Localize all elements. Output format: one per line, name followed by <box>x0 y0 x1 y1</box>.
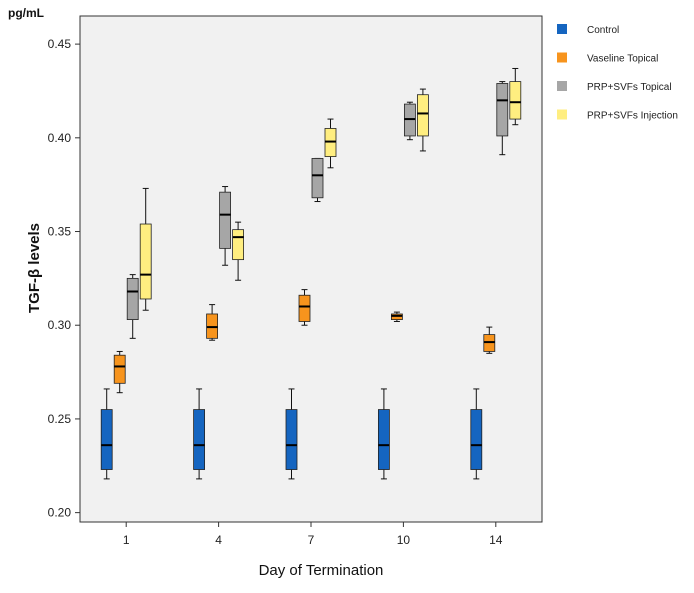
box-prp-svfs-topical-day-7 <box>311 157 324 203</box>
box-vaseline-topical-day-4 <box>206 304 219 341</box>
iqr-box <box>100 409 113 470</box>
y-axis-title: TGF-β levels <box>26 223 43 313</box>
box-prp-svfs-injection-day-7 <box>324 118 337 169</box>
box-prp-svfs-injection-day-14 <box>509 67 522 126</box>
y-tick-label: 0.30 <box>48 318 72 332</box>
box-prp-svfs-topical-day-14 <box>496 81 509 156</box>
x-tick-label: 1 <box>123 533 130 547</box>
legend-item: PRP+SVFs Injection <box>557 109 678 122</box>
legend-item: Vaseline Topical <box>557 52 658 65</box>
iqr-box <box>496 83 509 137</box>
legend-swatch <box>557 109 567 120</box>
iqr-box <box>126 277 139 320</box>
iqr-box <box>298 294 311 322</box>
x-tick-label: 7 <box>308 533 315 547</box>
iqr-box <box>285 409 298 470</box>
legend-label: Vaseline Topical <box>587 54 658 65</box>
box-control-day-7 <box>285 388 298 480</box>
x-tick-label: 10 <box>397 533 411 547</box>
y-tick-label: 0.25 <box>48 412 72 426</box>
box-control-day-4 <box>193 388 206 480</box>
y-unit-label: pg/mL <box>8 6 44 20</box>
legend-label: PRP+SVFs Injection <box>587 111 678 122</box>
x-axis-title: Day of Termination <box>259 562 384 579</box>
x-tick-label: 4 <box>215 533 222 547</box>
box-prp-svfs-injection-day-4 <box>232 221 245 281</box>
box-vaseline-topical-day-14 <box>483 326 496 354</box>
box-vaseline-topical-day-1 <box>113 350 126 394</box>
y-tick-label: 0.20 <box>48 506 72 520</box>
box-vaseline-topical-day-7 <box>298 289 311 326</box>
iqr-box <box>219 191 232 249</box>
iqr-box <box>113 354 126 384</box>
x-tick-label: 14 <box>489 533 503 547</box>
box-prp-svfs-injection-day-1 <box>139 187 152 311</box>
y-tick-label: 0.40 <box>48 131 72 145</box>
legend-item: PRP+SVFs Topical <box>557 81 672 93</box>
legend-swatch <box>557 24 567 34</box>
box-vaseline-topical-day-10 <box>390 311 403 322</box>
iqr-box <box>377 409 390 470</box>
legend-label: Control <box>587 25 619 36</box>
legend-label: PRP+SVFs Topical <box>587 82 672 93</box>
box-control-day-10 <box>377 388 390 480</box>
iqr-box <box>416 94 429 137</box>
box-control-day-14 <box>470 388 483 480</box>
plot-area <box>79 15 543 523</box>
box-prp-svfs-injection-day-10 <box>416 88 429 152</box>
y-tick-label: 0.35 <box>48 225 72 239</box>
iqr-box <box>509 81 522 120</box>
box-control-day-1 <box>100 388 113 480</box>
box-prp-svfs-topical-day-1 <box>126 274 139 339</box>
box-prp-svfs-topical-day-4 <box>219 186 232 266</box>
iqr-box <box>232 229 245 261</box>
legend-swatch <box>557 52 567 63</box>
legend-swatch <box>557 81 567 91</box>
y-tick-label: 0.45 <box>48 37 72 51</box>
box-prp-svfs-topical-day-10 <box>403 101 416 141</box>
iqr-box <box>193 409 206 470</box>
iqr-box <box>311 158 324 199</box>
iqr-box <box>139 223 152 300</box>
legend: Control Vaseline Topical PRP+SVFs Topical P… <box>557 24 678 122</box>
iqr-box <box>470 409 483 470</box>
legend-item: Control <box>557 24 619 36</box>
